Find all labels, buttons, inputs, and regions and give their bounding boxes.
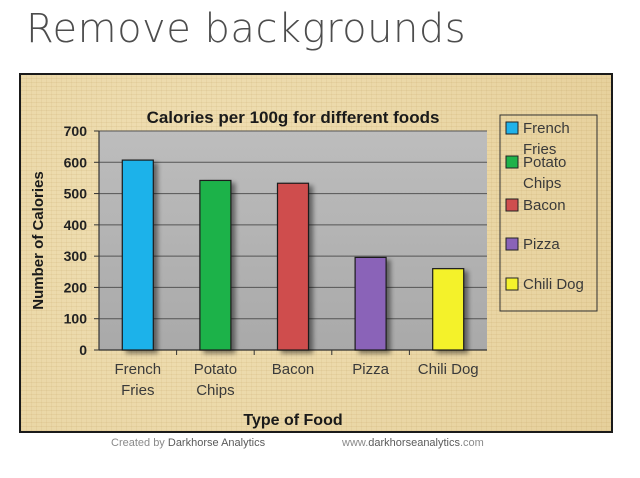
y-tick-label: 700	[64, 123, 88, 139]
y-tick-label: 100	[64, 311, 88, 327]
footer-url-prefix: www.	[342, 437, 369, 449]
legend-swatch	[505, 121, 519, 135]
y-tick-label: 400	[64, 217, 88, 233]
slide-title: Remove backgrounds	[26, 6, 467, 52]
bar-french-fries	[121, 159, 154, 351]
legend-swatch	[505, 198, 519, 212]
legend-swatch	[505, 155, 519, 169]
footer-url-brand: darkhorseanalytics	[368, 437, 460, 449]
x-tick-label: Potato Chips	[194, 361, 237, 399]
legend-swatch	[505, 237, 519, 251]
legend-entry: Pizza	[523, 236, 560, 253]
bar-potato-chips	[199, 179, 232, 351]
y-tick-label: 300	[64, 248, 88, 264]
legend-entry: French Fries	[523, 120, 570, 158]
legend-box	[499, 114, 598, 312]
chart-frame: 0 100 200 300 400 500 600 700 French Fries Potato C…	[19, 73, 613, 433]
footer-credit: Created by Darkhorse Analytics	[111, 437, 265, 449]
bar-pizza	[354, 256, 387, 351]
x-tick-label: French Fries	[114, 361, 161, 399]
y-tick-label: 600	[64, 154, 88, 170]
x-axis-title: Type of Food	[243, 412, 342, 429]
legend-entry: Bacon	[523, 197, 566, 214]
bar-chili-dog	[432, 268, 465, 351]
y-axis-title: Number of Calories	[30, 171, 47, 309]
x-tick-label: Chili Dog	[418, 361, 479, 378]
x-tick-label: Pizza	[352, 361, 389, 378]
legend-entry: Chili Dog	[523, 276, 584, 293]
legend-swatch	[505, 277, 519, 291]
y-tick-label: 200	[64, 279, 88, 295]
chart-title: Calories per 100g for different foods	[147, 108, 440, 127]
footer-credit-brand: Darkhorse Analytics	[167, 437, 266, 449]
footer-credit-prefix: Created by	[111, 437, 165, 449]
legend-entry: Potato Chips	[523, 154, 566, 192]
y-tick-label: 0	[79, 342, 87, 358]
footer-url: www.darkhorseanalytics.com	[342, 437, 484, 449]
bar-bacon	[276, 182, 310, 351]
x-tick-label: Bacon	[272, 361, 315, 378]
footer-url-suffix: .com	[460, 437, 484, 449]
y-tick-label: 500	[64, 186, 88, 202]
